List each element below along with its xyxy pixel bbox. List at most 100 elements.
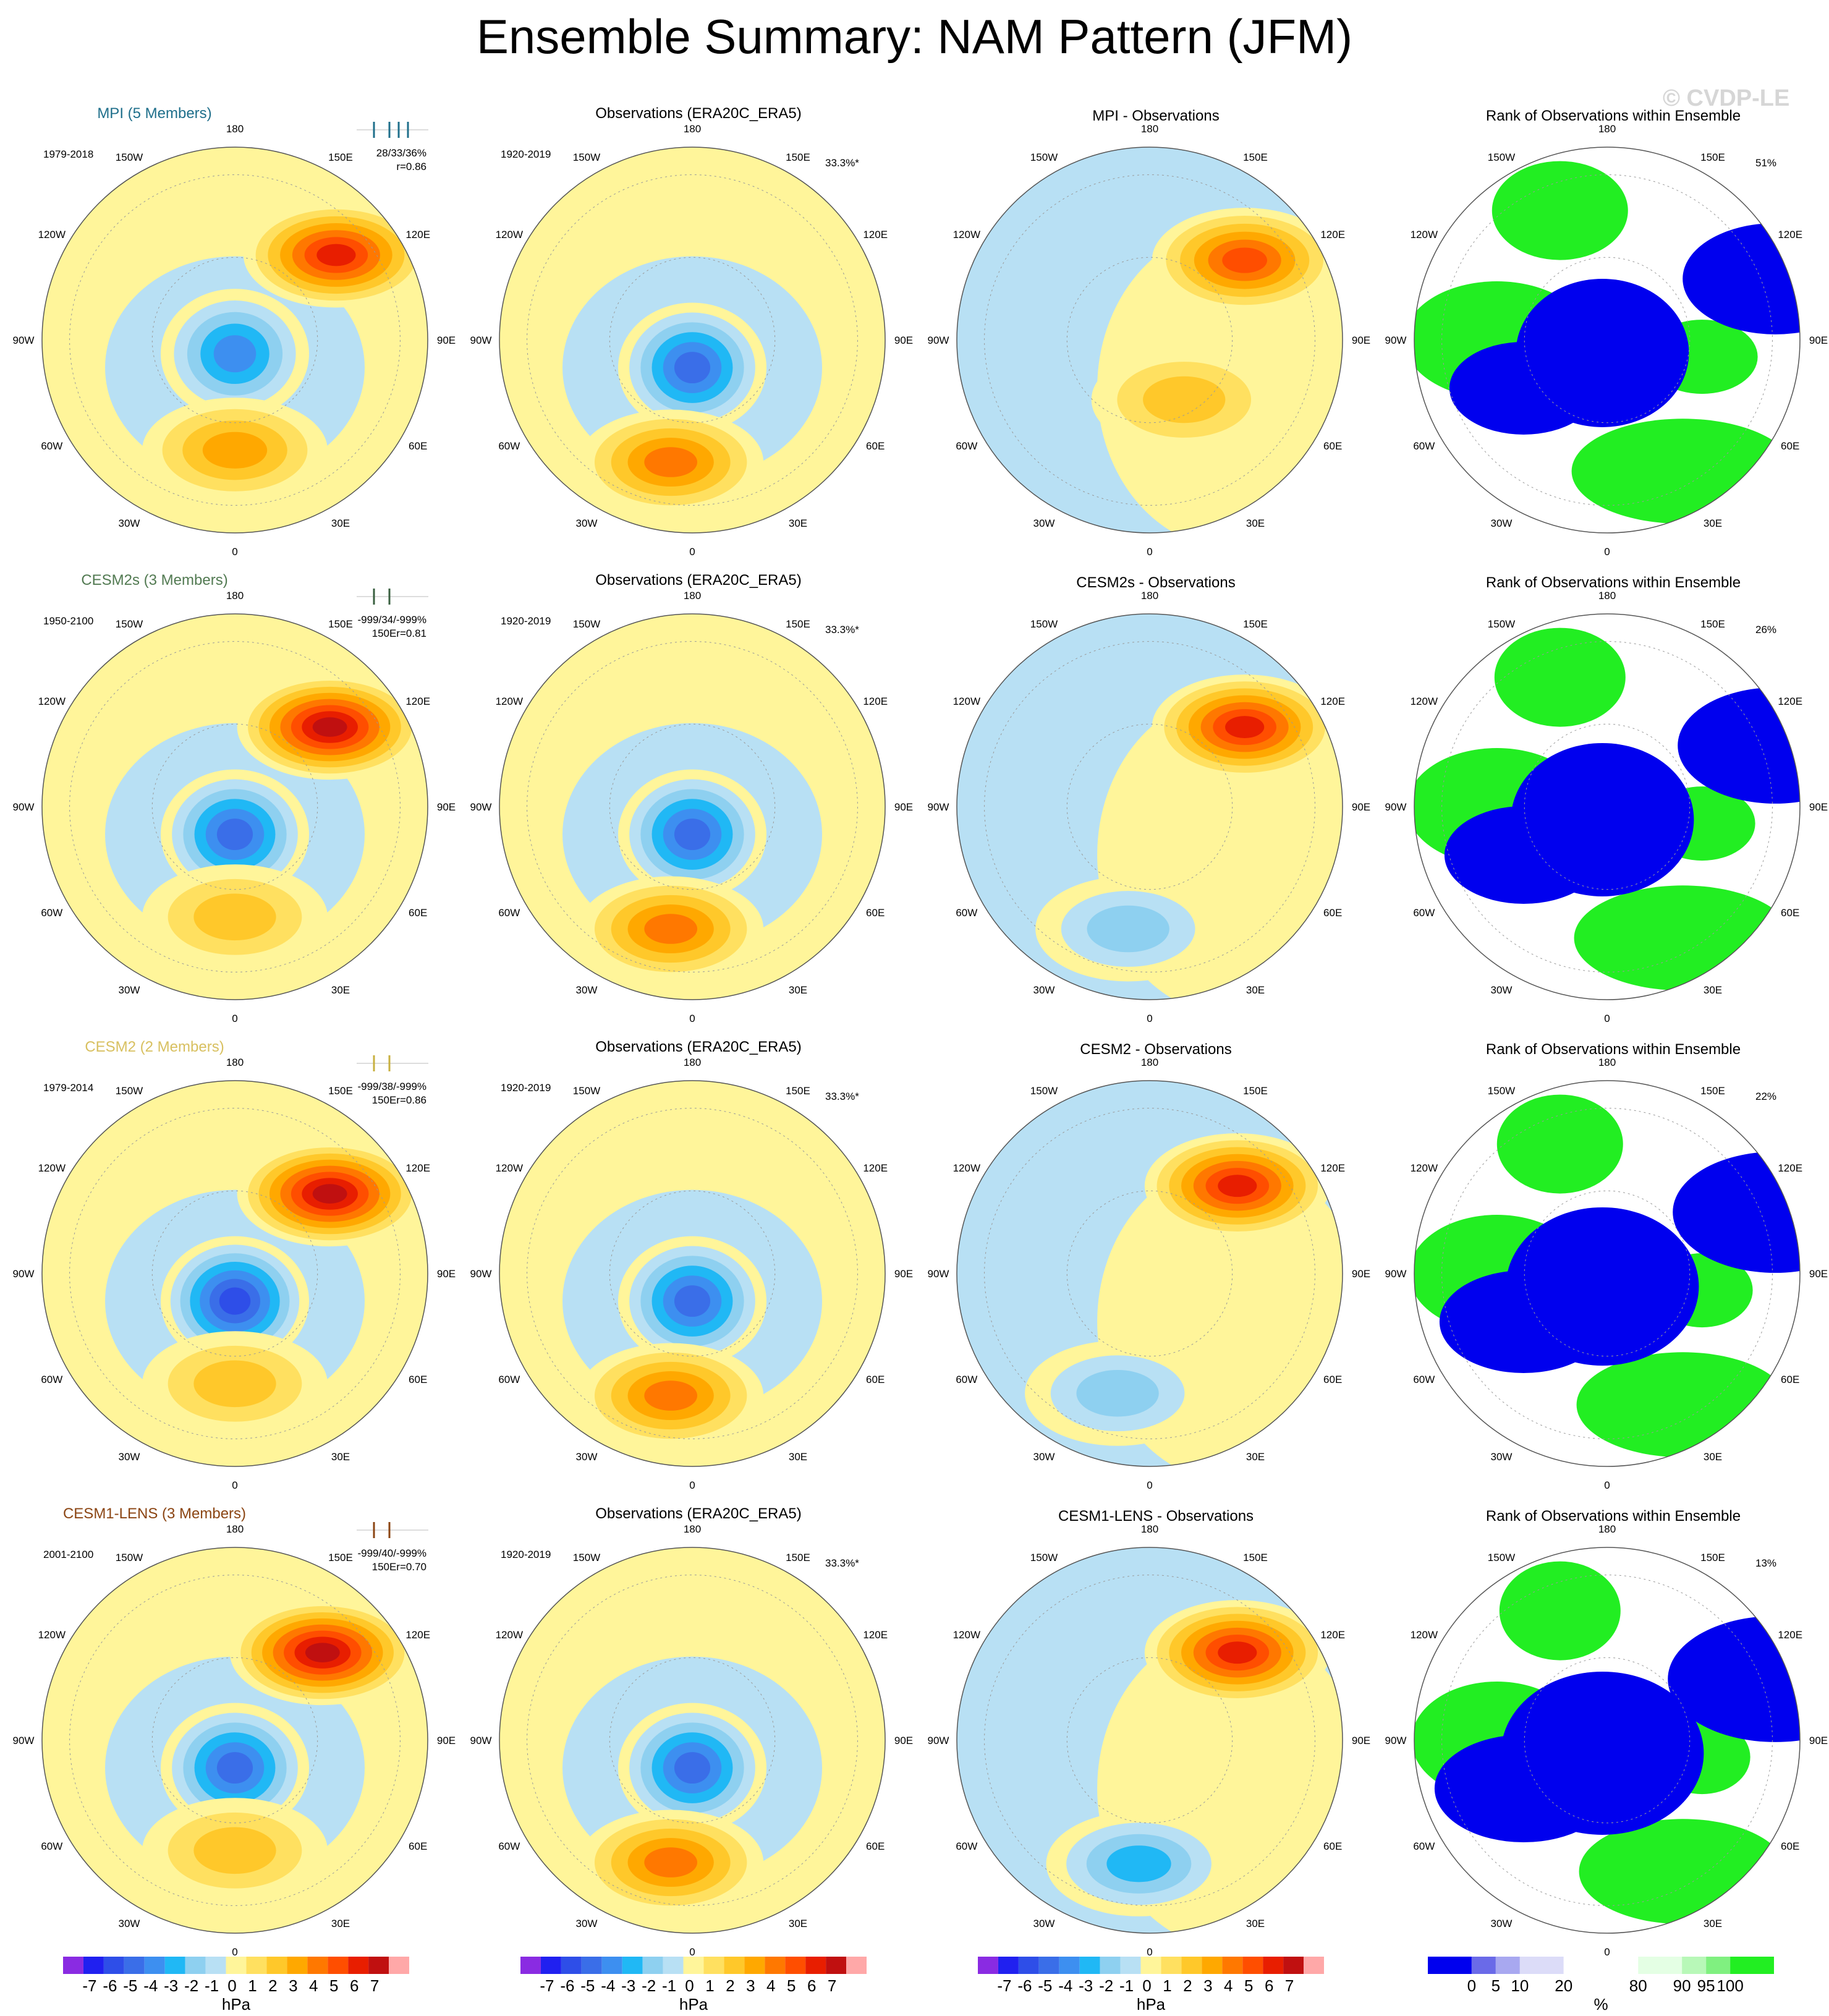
- anomaly-ens: [237, 674, 423, 780]
- lon-label: 90E: [894, 1268, 913, 1280]
- latitude-circle: [527, 641, 858, 972]
- rank-percent: 22%: [1755, 1091, 1777, 1102]
- colorbar-tick: 2: [268, 1976, 278, 1995]
- lon-label: 150E: [328, 618, 353, 630]
- lon-label: 180: [684, 1057, 701, 1068]
- lon-label: 150W: [1030, 1085, 1058, 1097]
- lon-label: 90W: [13, 801, 35, 813]
- colorbar-swatch: [581, 1957, 602, 1974]
- lon-label: 90E: [437, 1268, 456, 1280]
- lon-label: 90E: [1809, 334, 1828, 346]
- colorbar-tick: -5: [1038, 1976, 1053, 1995]
- colorbar-tick: -1: [662, 1976, 677, 1995]
- anomaly-ens: [243, 202, 428, 308]
- colorbar-tick: -6: [103, 1976, 117, 1995]
- colorbar-swatch: [744, 1957, 765, 1974]
- contour-level: [312, 1184, 347, 1204]
- colorbar-tick: 7: [1284, 1976, 1294, 1995]
- colorbar-swatch: [520, 1957, 541, 1974]
- polar-map: 180 150E 120E 90E 60E 30E 0 30W 60W 90W 120W 150W: [1385, 123, 1828, 558]
- colorbar-tick: -3: [621, 1976, 636, 1995]
- lon-label: 120E: [863, 229, 888, 240]
- contour-level: [312, 717, 347, 737]
- map-boundary: [499, 613, 886, 1000]
- rank-low-region: [1444, 806, 1603, 904]
- rank-low-region: [1668, 1615, 1800, 1742]
- lon-label: 180: [684, 123, 701, 135]
- obs-title: Observations (ERA20C_ERA5): [595, 105, 802, 122]
- contour-level: [216, 1752, 253, 1784]
- difference-panel: 180 150E 120E 90E 60E 30E 0 30W 60W 90W 120W 150W CE…: [927, 1026, 1385, 1496]
- lon-label: 120E: [1778, 1162, 1802, 1174]
- lon-label: 150E: [1243, 1085, 1268, 1097]
- colorbar-swatch: [348, 1957, 369, 1974]
- lon-label: 30W: [576, 1918, 598, 1929]
- latitude-circle: [609, 1657, 776, 1824]
- colorbar-swatch: [124, 1957, 145, 1974]
- rank-low-region: [1434, 1735, 1613, 1842]
- obs-period: 1920-2019: [501, 1549, 551, 1560]
- rank-panel: 180 150E 120E 90E 60E 30E 0 30W 60W 90W 120W 150W Ra…: [1385, 93, 1829, 563]
- latitude-circle: [151, 723, 318, 890]
- colorbar-tick: -2: [1099, 1976, 1114, 1995]
- ensemble-panel: 180 150E 120E 90E 60E 30E 0 30W 60W 90W 120W 150W CE…: [12, 1026, 470, 1496]
- hpa-colorbar: [978, 1957, 1324, 1974]
- map-boundary: [956, 147, 1343, 534]
- colorbar-tick: 5: [787, 1976, 796, 1995]
- map-boundary: [1414, 613, 1801, 1000]
- anomaly-ens: [161, 1703, 309, 1833]
- colorbar-swatch: [765, 1957, 786, 1974]
- lon-label: 90W: [928, 801, 949, 813]
- ensemble-title: MPI (5 Members): [97, 105, 212, 122]
- pattern-correlation: 150Er=0.86: [371, 1094, 426, 1106]
- anomaly-ens: [142, 864, 328, 970]
- contour-level: [1218, 1175, 1257, 1197]
- rank-panel: 180 150E 120E 90E 60E 30E 0 30W 60W 90W 120W 150W Ra…: [1385, 1493, 1829, 1963]
- pattern-correlation: 150Er=0.81: [371, 627, 426, 639]
- lon-label: 30W: [119, 1918, 140, 1929]
- colorbar-swatch: [287, 1957, 308, 1974]
- lon-label: 60E: [409, 907, 427, 919]
- colorbar-tick: -3: [1079, 1976, 1093, 1995]
- colorbar-tick: 5: [1491, 1976, 1501, 1995]
- colorbar-tick: -4: [1058, 1976, 1073, 1995]
- lon-label: 120E: [405, 1162, 430, 1174]
- polar-map: 180 150E 120E 90E 60E 30E 0 30W 60W 90W 120W 150W: [13, 1057, 456, 1491]
- polar-map: 180 150E 120E 90E 60E 30E 0 30W 60W 90W 120W 150W: [470, 1523, 914, 1958]
- lon-label: 90W: [928, 334, 949, 346]
- rank-percent: 51%: [1755, 157, 1777, 169]
- colorbar-swatch: [805, 1957, 826, 1974]
- colorbar-swatch: [978, 1957, 998, 1974]
- member-stats: -999/40/-999%: [357, 1547, 426, 1559]
- colorbar-tick: -6: [560, 1976, 575, 1995]
- member-spread-bars: [357, 122, 428, 138]
- member-spread-bars: [357, 1055, 428, 1071]
- contour-level: [316, 244, 356, 266]
- lon-label: 30E: [331, 517, 350, 529]
- lon-label: 60E: [1781, 1374, 1799, 1385]
- lon-label: 60E: [866, 907, 885, 919]
- lon-label: 60E: [1323, 1840, 1342, 1852]
- contour-level: [305, 1643, 340, 1662]
- colorbar-tick: 0: [227, 1976, 237, 1995]
- lon-label: 150E: [1243, 151, 1268, 163]
- lon-label: 60E: [409, 1374, 427, 1385]
- lon-label: 180: [226, 590, 244, 602]
- anomaly-ens: [142, 398, 328, 503]
- latitude-circle: [1524, 1657, 1691, 1824]
- polar-map: 180 150E 120E 90E 60E 30E 0 30W 60W 90W 120W 150W: [13, 123, 456, 558]
- lon-label: 90W: [1385, 1268, 1407, 1280]
- lon-label: 90W: [470, 801, 492, 813]
- member-stats: -999/38/-999%: [357, 1081, 426, 1092]
- difference-panel: 180 150E 120E 90E 60E 30E 0 30W 60W 90W 120W 150W CE…: [927, 559, 1385, 1029]
- lon-label: 150W: [116, 618, 143, 630]
- contour-level: [193, 1360, 276, 1408]
- lon-label: 90W: [13, 1735, 35, 1746]
- lon-label: 60W: [1413, 1374, 1435, 1385]
- colorbar-tick: -2: [184, 1976, 199, 1995]
- latitude-circle: [527, 1108, 858, 1439]
- colorbar-tick: 2: [1183, 1976, 1192, 1995]
- lon-label: 120E: [863, 1162, 888, 1174]
- anomaly-diff: [1035, 876, 1221, 982]
- colorbar-swatch: [1471, 1957, 1496, 1974]
